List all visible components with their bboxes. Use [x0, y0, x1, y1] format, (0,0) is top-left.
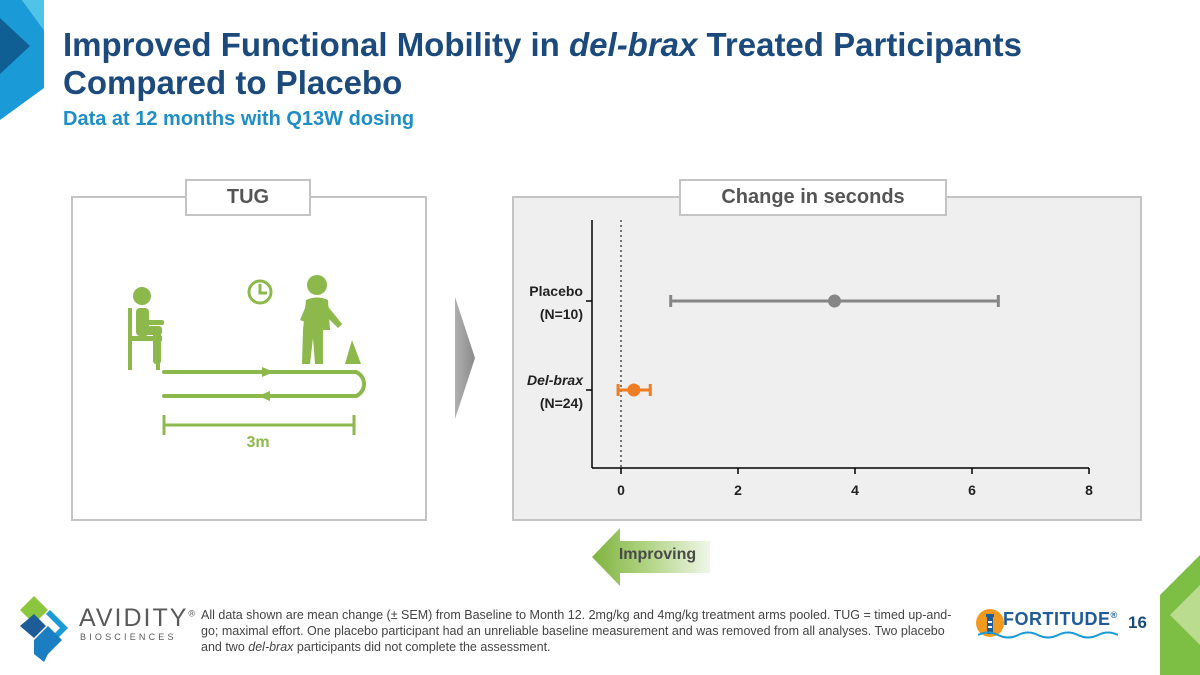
trial-registered: ®: [1110, 610, 1118, 620]
improving-label: Improving: [618, 546, 697, 563]
tug-illustration: [128, 275, 366, 435]
distance-bracket: [162, 415, 356, 435]
chevron-right-icon: [455, 297, 475, 419]
series-name-label: Placebo: [529, 283, 583, 299]
avidity-logo-icon: [20, 596, 68, 662]
return-arrow-icon: [258, 391, 270, 401]
company-name: AVIDITY®: [79, 604, 196, 632]
mean-point: [828, 294, 842, 308]
clock-icon: [247, 279, 273, 305]
series-name-label: Del-brax: [527, 372, 584, 388]
walking-person-icon: [300, 275, 342, 364]
footnote-part-1: All data shown are mean change (± SEM) f…: [201, 608, 952, 654]
chair-person-icon: [128, 287, 164, 370]
wave-icon: [978, 631, 1118, 639]
footnote-part-2: participants did not complete the assess…: [293, 640, 551, 654]
tug-label: TUG: [185, 179, 311, 216]
company-subtitle: BIOSCIENCES: [80, 632, 177, 642]
improving-arrow-icon: [592, 528, 710, 586]
chart-title: Change in seconds: [679, 179, 947, 216]
x-tick-label: 8: [1085, 482, 1093, 498]
slide-title: Improved Functional Mobility in del-brax…: [63, 26, 1143, 102]
forest-plot: 0 2 4 6 8 Placebo (N=10) Del-brax (N=24): [527, 220, 1093, 498]
mean-point: [627, 383, 641, 397]
trial-name: FORTITUDE®: [1003, 609, 1118, 629]
title-part-1: Improved Functional Mobility in: [63, 26, 570, 63]
page-number: 16: [1128, 613, 1147, 632]
footnote: All data shown are mean change (± SEM) f…: [201, 607, 961, 655]
company-registered: ®: [188, 608, 196, 619]
x-tick-label: 2: [734, 482, 742, 498]
slide-subtitle: Data at 12 months with Q13W dosing: [63, 108, 415, 130]
cone-icon: [345, 340, 361, 364]
series-n-label: (N=24): [540, 395, 583, 411]
x-tick-label: 6: [968, 482, 976, 498]
x-tick-label: 4: [851, 482, 859, 498]
lighthouse-icon: [976, 609, 1004, 637]
forward-arrow-icon: [262, 367, 274, 377]
footnote-drug-name: del-brax: [248, 640, 294, 654]
x-tick-label: 0: [617, 482, 625, 498]
title-part-2: Treated Participants Compared to Placebo: [63, 26, 1023, 101]
title-drug-name: del-brax: [569, 26, 698, 63]
distance-label: 3m: [246, 434, 270, 451]
corner-accent-top-left: [0, 0, 44, 120]
series-n-label: (N=10): [540, 306, 583, 322]
corner-accent-bottom-right: [1160, 555, 1200, 675]
chart-panel: [512, 196, 1142, 521]
